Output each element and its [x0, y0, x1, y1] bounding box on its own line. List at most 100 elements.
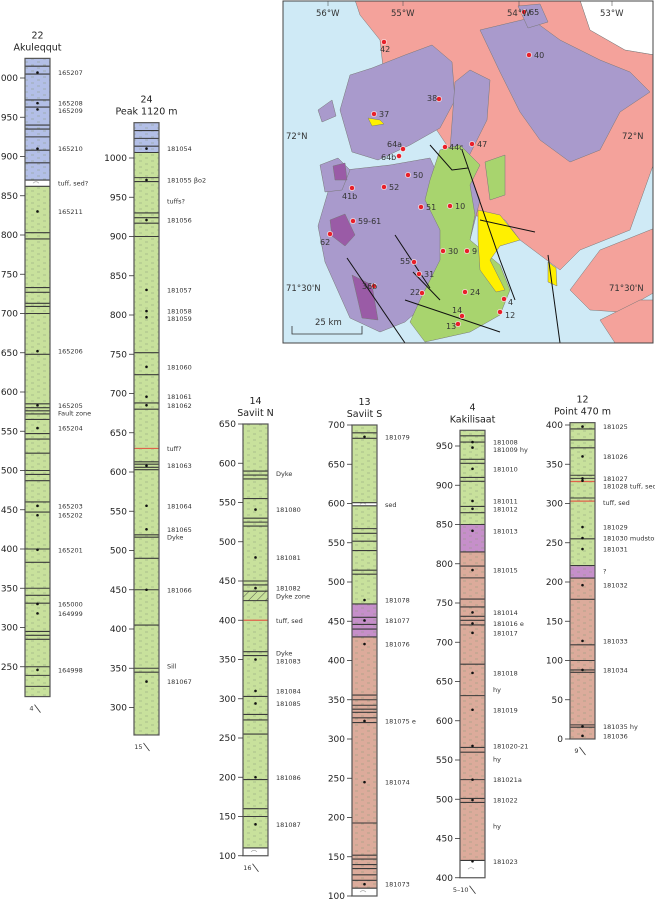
axis-tick-label: 100	[328, 892, 345, 902]
site-label: 37	[379, 110, 389, 119]
site-marker	[526, 52, 532, 58]
column-outline	[133, 122, 160, 736]
axis-tick-label: 500	[1, 467, 18, 477]
sample-label: 165210	[58, 145, 83, 153]
sediment-area	[477, 209, 521, 293]
axis-tick-label: 250	[219, 734, 236, 744]
sample-label: 181025	[603, 423, 628, 431]
axis-tick-label: 150	[328, 853, 345, 863]
sample-label: 165204	[58, 425, 83, 433]
sample-label: 181064	[167, 502, 192, 510]
axis-tick-label: 500	[328, 578, 345, 588]
sample-label: 181073	[385, 881, 410, 889]
axis-tick-label: 750	[1, 270, 18, 280]
axis-tick-label: 500	[219, 538, 236, 548]
sample-point	[471, 568, 474, 572]
sample-label: 181056	[167, 217, 192, 225]
lithology-note: Dyke	[167, 533, 183, 541]
sample-point	[471, 611, 474, 614]
unit-white	[25, 180, 50, 187]
axis-tick-label: 450	[436, 835, 453, 845]
sample-point	[36, 504, 39, 508]
sample-point	[145, 288, 148, 292]
sample-point	[581, 425, 584, 428]
axis-tick-label: 950	[1, 113, 18, 123]
column-number: 4	[469, 402, 475, 413]
dip-label: 4	[29, 705, 33, 713]
sample-point	[581, 639, 584, 643]
axis-tick-label: 150	[219, 813, 236, 823]
sample-label: 181058	[167, 308, 192, 316]
axis-tick-label: 350	[328, 696, 345, 706]
axis-tick-label: 650	[219, 420, 236, 430]
axis-tick-label: 550	[1, 427, 18, 437]
axis-tick-label: 850	[110, 272, 127, 282]
axis-tick-label: 450	[219, 577, 236, 587]
axis-tick-label: 300	[546, 500, 563, 510]
sample-label: 181023	[493, 858, 518, 866]
sample-point	[36, 612, 39, 615]
sample-point	[145, 680, 148, 683]
column-number: 13	[358, 397, 370, 408]
column-name: Saviit S	[347, 409, 383, 420]
sample-point	[145, 316, 148, 319]
map-frame	[282, 0, 654, 344]
sample-label: 181077	[385, 617, 410, 625]
site-label: 9	[472, 247, 477, 256]
sample-label: 181063	[167, 462, 192, 470]
sample-point	[254, 586, 257, 590]
sample-point	[581, 536, 584, 540]
site-label: 64a	[387, 140, 402, 149]
site-marker	[419, 290, 425, 296]
axis-tick-label: 900	[110, 233, 127, 243]
dip-label: 16	[243, 864, 251, 872]
site-label: 59-61	[358, 217, 381, 226]
axis-tick-label: 800	[436, 560, 453, 570]
axis-tick-label: 350	[546, 460, 563, 470]
dip-symbol	[143, 742, 150, 752]
sample-label: 181012	[493, 505, 518, 513]
sample-point	[471, 440, 474, 444]
basalt-area	[484, 154, 506, 201]
site-marker	[436, 96, 442, 102]
axis-tick-label: 250	[328, 774, 345, 784]
axis-tick-label: 550	[219, 499, 236, 509]
site-label: 13	[446, 322, 456, 331]
site-label: 10	[455, 202, 465, 211]
axis-tick-label: 850	[1, 192, 18, 202]
axis-tick-label: 600	[110, 468, 127, 478]
unit-gap	[467, 867, 475, 870]
site-label: 12	[505, 311, 515, 320]
sample-label: 181029	[603, 524, 628, 532]
sample-point	[581, 668, 584, 672]
sample-point	[145, 588, 148, 592]
sample-point	[145, 504, 148, 508]
fault-line	[346, 257, 406, 343]
unit-texture	[460, 524, 485, 552]
axis-tick-label: 600	[436, 717, 453, 727]
column-name: Kakilisaat	[450, 414, 496, 425]
column-number: 24	[140, 95, 152, 106]
axis-tick-label: 900	[1, 153, 18, 163]
axis-tick-label: 400	[328, 657, 345, 667]
site-label: 44c	[449, 143, 464, 152]
sample-label: 181030 mudstone	[603, 535, 655, 543]
sample-point	[581, 525, 584, 529]
dip-symbol	[579, 746, 586, 756]
axis-tick-label: 250	[1, 663, 18, 673]
axis-tick-label: 750	[110, 350, 127, 360]
column-outline	[569, 422, 596, 740]
axis-tick-label: 450	[1, 506, 18, 516]
lithology-note: tuffs?	[167, 198, 185, 206]
sample-point	[36, 513, 39, 517]
site-label: 64b	[381, 153, 396, 162]
sample-point	[471, 859, 474, 863]
axis-tick-label: 700	[436, 638, 453, 648]
unit-gap	[250, 850, 258, 853]
axis-tick-label: 250	[546, 539, 563, 549]
axis-tick-label: 700	[1, 310, 18, 320]
axis-tick-label: 0	[557, 735, 563, 745]
